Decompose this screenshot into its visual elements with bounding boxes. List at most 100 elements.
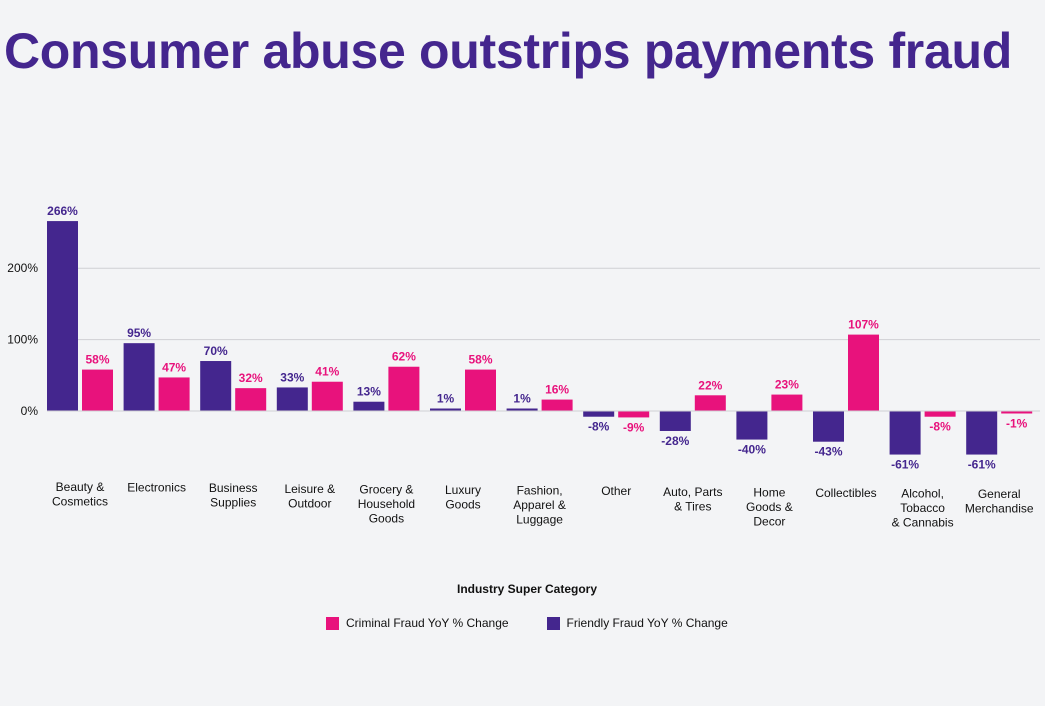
legend-swatch-friendly xyxy=(546,616,560,630)
legend: Criminal Fraud YoY % Change Friendly Fra… xyxy=(326,616,728,630)
y-tick-label: 100% xyxy=(7,333,38,347)
bar-criminal xyxy=(158,377,190,411)
x-tick-label: Collectibles xyxy=(815,486,876,500)
y-tick-label: 200% xyxy=(7,261,38,275)
x-tick-line: Grocery & xyxy=(359,482,413,496)
data-label-criminal: 32% xyxy=(239,371,263,385)
bar-criminal xyxy=(848,334,879,411)
data-label-friendly: 70% xyxy=(204,344,228,358)
bar-friendly xyxy=(200,361,232,411)
x-tick-line: Luxury xyxy=(445,483,481,497)
x-tick-line: Outdoor xyxy=(288,496,331,510)
x-tick-label: Home Goods & Decor xyxy=(746,485,793,528)
data-label-criminal: 22% xyxy=(698,378,722,392)
data-label-criminal: -1% xyxy=(1006,417,1028,431)
bar-criminal xyxy=(1001,411,1033,414)
legend-label-friendly: Friendly Fraud YoY % Change xyxy=(566,616,728,630)
data-label-friendly: -43% xyxy=(814,445,842,459)
bar-criminal xyxy=(235,388,267,411)
bar-criminal xyxy=(388,366,420,411)
bar-friendly xyxy=(966,411,998,455)
bar-friendly xyxy=(583,411,615,417)
legend-label-criminal: Criminal Fraud YoY % Change xyxy=(346,616,509,630)
x-tick-line: Apparel & xyxy=(513,498,566,512)
data-label-criminal: -8% xyxy=(929,420,951,434)
chart-title: Consumer abuse outstrips payments fraud xyxy=(4,23,1012,79)
data-label-criminal: 58% xyxy=(468,353,492,367)
x-tick-label: Other xyxy=(601,484,631,498)
x-tick-line: Decor xyxy=(753,514,785,528)
data-label-criminal: 62% xyxy=(392,350,416,364)
x-tick-label: Beauty & Cosmetics xyxy=(52,480,108,509)
x-tick-line: Other xyxy=(601,484,631,498)
x-tick-label: Alcohol, Tobacco & Cannabis xyxy=(892,487,954,530)
legend-item-friendly: Friendly Fraud YoY % Change xyxy=(546,616,728,630)
x-tick-line: Luggage xyxy=(516,513,563,527)
x-tick-line: Goods xyxy=(369,511,404,525)
x-tick-line: Electronics xyxy=(127,481,186,495)
x-tick-line: Merchandise xyxy=(965,502,1034,516)
x-tick-line: Household xyxy=(358,497,415,511)
x-tick-label: Luxury Goods xyxy=(445,483,481,512)
bar-criminal xyxy=(541,399,573,411)
x-tick-line: Collectibles xyxy=(815,486,876,500)
x-tick-label: Grocery & Household Goods xyxy=(358,482,415,525)
bar-friendly xyxy=(276,387,308,411)
x-tick-line: & Tires xyxy=(674,499,711,513)
x-tick-line: Leisure & xyxy=(284,482,335,496)
legend-swatch-criminal xyxy=(326,616,339,630)
bar-criminal xyxy=(694,395,726,411)
x-tick-label: Business Supplies xyxy=(209,481,258,510)
data-label-friendly: 33% xyxy=(280,370,304,384)
x-tick-line: & Cannabis xyxy=(892,516,954,530)
x-tick-line: Cosmetics xyxy=(52,495,108,509)
x-tick-label: General Merchandise xyxy=(965,487,1034,516)
data-label-friendly: 266% xyxy=(47,204,78,218)
bar-criminal xyxy=(771,394,803,411)
x-tick-line: Supplies xyxy=(210,496,256,510)
data-label-friendly: -8% xyxy=(588,420,610,434)
x-tick-line: Tobacco xyxy=(900,501,945,515)
bar-criminal xyxy=(465,369,496,411)
data-label-criminal: 16% xyxy=(545,383,569,397)
data-label-friendly: 1% xyxy=(437,392,455,406)
data-label-criminal: 23% xyxy=(775,378,799,392)
x-axis-title: Industry Super Category xyxy=(456,582,598,596)
data-label-criminal: 107% xyxy=(848,318,879,332)
data-label-criminal: -9% xyxy=(623,420,645,434)
bar-criminal xyxy=(311,381,343,411)
x-tick-line: Home xyxy=(753,485,785,499)
data-label-friendly: -40% xyxy=(738,443,766,457)
bar-friendly xyxy=(430,408,461,411)
bar-friendly xyxy=(659,411,691,431)
bar-criminal xyxy=(618,411,650,418)
data-label-friendly: -61% xyxy=(968,458,996,472)
x-tick-label: Auto, Parts & Tires xyxy=(663,485,722,514)
data-label-criminal: 41% xyxy=(315,365,339,379)
data-label-criminal: 47% xyxy=(162,360,186,374)
x-tick-line: Auto, Parts xyxy=(663,485,722,499)
legend-item-criminal: Criminal Fraud YoY % Change xyxy=(326,616,509,630)
bar-criminal xyxy=(82,369,113,411)
x-tick-line: Business xyxy=(209,481,258,495)
x-tick-label: Leisure & Outdoor xyxy=(284,482,335,511)
x-tick-label: Electronics xyxy=(127,481,186,495)
bar-friendly xyxy=(123,343,155,411)
data-label-friendly: -61% xyxy=(891,458,919,472)
bar-friendly xyxy=(813,411,844,442)
data-label-friendly: 1% xyxy=(513,392,531,406)
data-label-friendly: -28% xyxy=(661,434,689,448)
bar-friendly xyxy=(736,411,768,440)
bar-criminal xyxy=(924,411,956,417)
x-tick-label: Fashion, Apparel & Luggage xyxy=(513,484,566,527)
data-label-friendly: 13% xyxy=(357,385,381,399)
data-label-criminal: 58% xyxy=(85,353,109,367)
bar-friendly xyxy=(47,221,78,411)
x-tick-line: Goods xyxy=(445,498,480,512)
x-tick-line: Beauty & xyxy=(56,480,105,494)
x-tick-line: Goods & xyxy=(746,500,793,514)
x-tick-line: Alcohol, xyxy=(901,487,944,501)
bar-friendly xyxy=(889,411,921,455)
bar-friendly xyxy=(353,401,385,411)
